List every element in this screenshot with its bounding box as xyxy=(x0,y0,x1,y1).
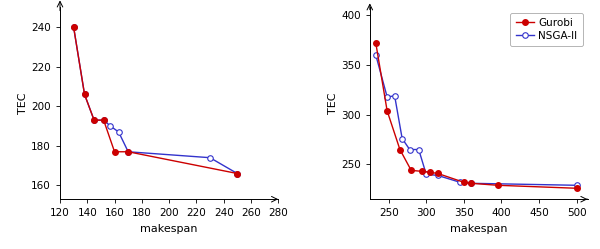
Gurobi xyxy=(460,181,467,184)
NSGA-II xyxy=(573,184,580,187)
NSGA-II xyxy=(415,148,422,151)
NSGA-II xyxy=(468,182,475,185)
NSGA-II xyxy=(398,137,406,140)
X-axis label: makespan: makespan xyxy=(450,224,508,234)
Y-axis label: TEC: TEC xyxy=(19,93,28,114)
Gurobi xyxy=(427,171,434,174)
NSGA-II xyxy=(383,95,391,98)
NSGA-II xyxy=(457,181,464,184)
NSGA-II xyxy=(406,148,413,151)
Legend: Gurobi, NSGA-II: Gurobi, NSGA-II xyxy=(511,13,583,46)
NSGA-II xyxy=(434,174,441,177)
Gurobi xyxy=(573,187,580,190)
Gurobi xyxy=(468,182,475,185)
NSGA-II xyxy=(391,94,398,97)
NSGA-II xyxy=(372,54,379,57)
Gurobi xyxy=(494,184,502,187)
Gurobi xyxy=(407,169,415,172)
Line: Gurobi: Gurobi xyxy=(373,40,580,191)
Gurobi xyxy=(383,109,391,112)
Gurobi xyxy=(372,42,379,45)
Y-axis label: TEC: TEC xyxy=(328,93,338,114)
NSGA-II xyxy=(422,173,430,176)
Gurobi xyxy=(434,172,441,175)
Line: NSGA-II: NSGA-II xyxy=(373,52,580,188)
Gurobi xyxy=(419,170,426,173)
Gurobi xyxy=(397,148,404,151)
X-axis label: makespan: makespan xyxy=(140,224,198,234)
